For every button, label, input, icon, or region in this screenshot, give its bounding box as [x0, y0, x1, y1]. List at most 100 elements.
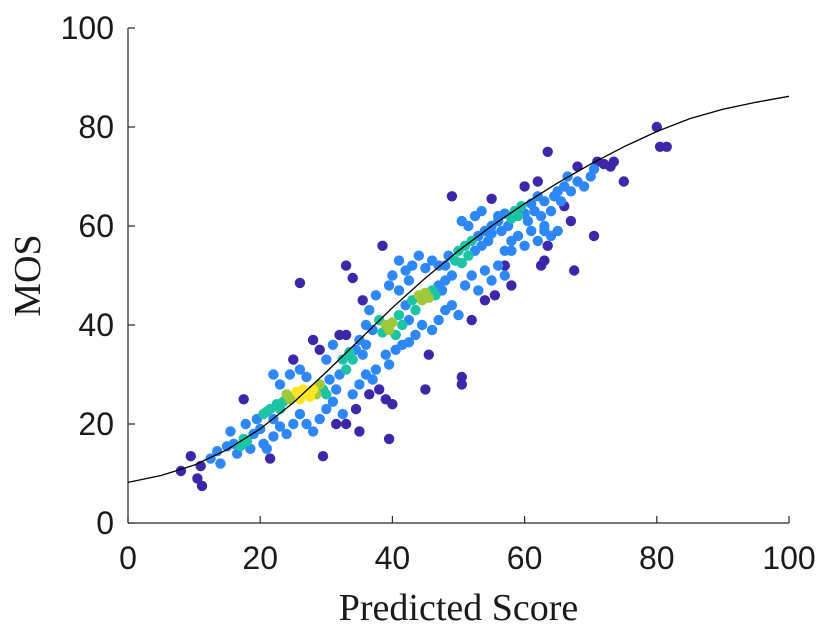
data-point	[364, 304, 375, 316]
y-tick-label: 100	[61, 10, 114, 46]
data-point	[446, 300, 458, 311]
data-point	[407, 260, 418, 271]
data-point	[192, 473, 203, 484]
data-point	[387, 317, 398, 328]
axes	[127, 28, 789, 524]
data-point	[347, 354, 358, 365]
data-point	[347, 389, 358, 400]
data-point	[466, 270, 477, 281]
data-point	[532, 176, 543, 187]
data-point	[367, 374, 378, 385]
data-point	[387, 399, 398, 410]
data-point	[463, 250, 474, 261]
y-tick-label: 80	[78, 109, 114, 145]
data-point	[403, 337, 415, 348]
data-point	[340, 418, 352, 430]
x-tick-label: 40	[375, 540, 411, 576]
data-point	[383, 359, 395, 370]
y-tick-label: 20	[78, 406, 114, 442]
data-point	[225, 426, 236, 437]
data-point	[307, 426, 319, 437]
data-point	[512, 230, 524, 242]
data-point	[446, 191, 458, 202]
data-point	[307, 334, 319, 346]
data-point	[552, 225, 563, 237]
data-point	[486, 228, 497, 239]
data-point	[423, 349, 434, 360]
x-tick-label: 80	[639, 540, 675, 576]
data-point	[456, 379, 467, 390]
data-point	[479, 265, 491, 276]
data-point	[529, 205, 540, 217]
data-point	[519, 240, 530, 251]
data-point	[274, 379, 286, 390]
data-point	[473, 285, 484, 296]
data-point	[354, 426, 365, 437]
y-axis-ticks: 0 20 40 60 80 100	[61, 10, 135, 541]
data-point	[393, 285, 405, 296]
x-tick-label: 60	[507, 540, 543, 576]
data-point	[506, 245, 517, 256]
data-point	[519, 181, 530, 192]
data-point	[387, 270, 398, 281]
x-tick-label: 20	[242, 540, 278, 576]
data-point	[578, 181, 590, 192]
data-point	[506, 280, 517, 291]
data-point	[307, 384, 319, 395]
data-point	[416, 319, 428, 331]
data-point	[215, 458, 226, 469]
y-tick-label: 40	[78, 307, 114, 343]
data-point	[522, 215, 534, 227]
data-point	[588, 163, 600, 175]
y-tick-label: 0	[96, 505, 114, 541]
data-point	[403, 275, 415, 286]
data-point	[410, 304, 421, 316]
data-point	[456, 371, 467, 383]
x-tick-label: 0	[119, 540, 137, 576]
data-point	[446, 270, 458, 281]
data-point	[364, 389, 375, 400]
data-point	[331, 384, 342, 395]
data-point	[383, 433, 395, 445]
data-point	[294, 408, 306, 420]
x-tick-label: 100	[762, 540, 815, 576]
data-point	[489, 290, 501, 301]
data-point	[569, 265, 580, 276]
data-point	[555, 196, 567, 207]
data-point	[459, 280, 471, 291]
data-point	[288, 418, 299, 430]
data-point	[526, 225, 537, 237]
data-point	[512, 210, 524, 222]
data-point	[608, 156, 619, 167]
data-point	[377, 240, 388, 251]
data-point	[370, 290, 382, 301]
data-point	[314, 413, 325, 425]
data-point	[535, 260, 547, 271]
data-point	[486, 193, 497, 204]
data-point	[185, 451, 196, 462]
data-point	[238, 394, 249, 405]
y-tick-label: 60	[78, 208, 114, 244]
data-point	[413, 250, 424, 261]
data-point	[453, 309, 464, 321]
data-point	[347, 272, 358, 284]
data-point	[651, 121, 662, 133]
x-axis-title: Predicted Score	[339, 587, 579, 627]
data-point	[539, 196, 550, 207]
data-point	[588, 230, 600, 242]
data-point	[196, 480, 208, 492]
data-point	[337, 354, 348, 365]
data-point	[393, 255, 405, 266]
data-point	[268, 369, 279, 380]
data-point	[539, 220, 550, 232]
data-point	[321, 403, 332, 415]
x-axis-ticks: 0 20 40 60 80 100	[119, 516, 816, 576]
data-point	[327, 396, 339, 407]
data-point	[321, 389, 332, 400]
data-point	[264, 453, 276, 464]
data-point	[493, 260, 504, 271]
y-axis-title: MOS	[7, 234, 49, 316]
data-point	[466, 314, 477, 326]
data-point	[565, 186, 577, 197]
data-point	[426, 324, 438, 336]
